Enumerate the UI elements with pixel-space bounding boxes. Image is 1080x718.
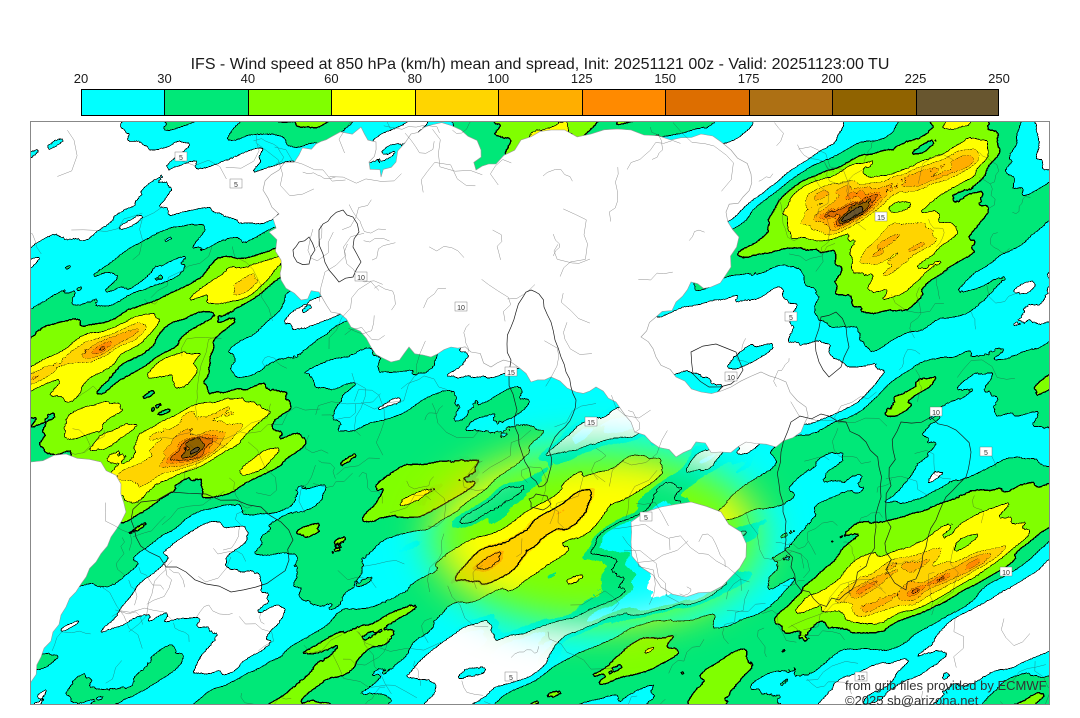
svg-text:15: 15 (587, 420, 595, 427)
svg-text:5: 5 (234, 182, 238, 189)
svg-text:5: 5 (789, 315, 793, 322)
svg-text:5: 5 (509, 675, 513, 682)
svg-text:10: 10 (1002, 570, 1010, 577)
svg-text:10: 10 (357, 275, 365, 282)
svg-text:5: 5 (179, 155, 183, 162)
svg-text:10: 10 (932, 410, 940, 417)
svg-text:15: 15 (507, 370, 515, 377)
svg-text:10: 10 (457, 305, 465, 312)
svg-text:5: 5 (644, 515, 648, 522)
svg-text:10: 10 (727, 375, 735, 382)
svg-text:15: 15 (877, 215, 885, 222)
svg-text:5: 5 (984, 450, 988, 457)
